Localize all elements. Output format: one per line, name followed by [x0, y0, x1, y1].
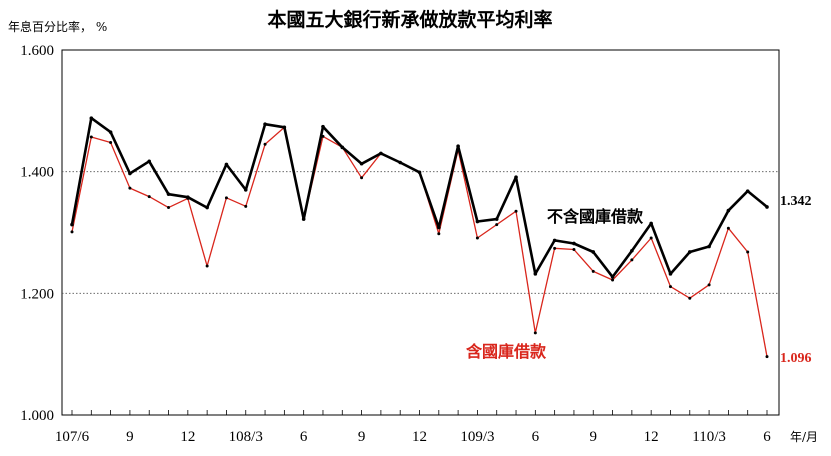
data-point-excluding-treasury: [649, 221, 653, 226]
data-point-excluding-treasury: [707, 244, 711, 249]
data-point-excluding-treasury: [70, 222, 74, 227]
x-tick-label: 9: [358, 429, 366, 445]
x-tick-label: 9: [126, 429, 134, 445]
data-point-including-treasury: [572, 248, 576, 252]
data-point-excluding-treasury: [687, 250, 692, 254]
data-point-including-treasury: [726, 226, 730, 230]
x-tick-label: 6: [300, 429, 308, 445]
y-tick-labels: 1.000 1.200 1.400 1.600: [20, 43, 54, 424]
x-tick-label: 110/3: [692, 429, 726, 445]
x-tick-label: 108/3: [229, 429, 263, 445]
data-point-including-treasury: [630, 258, 634, 262]
data-point-excluding-treasury: [668, 272, 673, 276]
x-axis-label: 年/月: [790, 430, 818, 444]
data-point-excluding-treasury: [89, 116, 94, 120]
x-tick-label: 107/6: [55, 429, 90, 445]
data-point-excluding-treasury: [745, 189, 750, 193]
data-point-including-treasury: [533, 331, 537, 335]
end-value-label-red: 1.096: [780, 351, 812, 366]
data-point-excluding-treasury: [437, 225, 441, 230]
y-tick-label: 1.400: [20, 165, 54, 181]
data-point-excluding-treasury: [321, 124, 325, 129]
data-point-including-treasury: [765, 355, 769, 359]
series-line-excluding-treasury: [70, 116, 768, 279]
data-point-excluding-treasury: [494, 217, 499, 221]
chart-title: 本國五大銀行新承做放款平均利率: [267, 8, 552, 31]
data-point-excluding-treasury: [379, 151, 383, 156]
series-line-including-treasury: [71, 126, 768, 357]
data-point-excluding-treasury: [128, 171, 132, 176]
data-point-including-treasury: [70, 230, 74, 234]
data-point-including-treasury: [167, 206, 171, 210]
data-point-excluding-treasury: [765, 205, 769, 209]
x-ticks: 107/6 9 12 108/3 6 9 12 109/3 6 9 12 110/3 6: [55, 410, 771, 445]
data-point-excluding-treasury: [456, 144, 460, 148]
data-point-including-treasury: [668, 285, 672, 289]
data-point-excluding-treasury: [108, 130, 113, 134]
x-tick-label: 109/3: [460, 429, 494, 445]
data-point-including-treasury: [475, 236, 479, 240]
data-point-excluding-treasury: [610, 275, 615, 279]
data-point-including-treasury: [224, 196, 228, 200]
data-point-excluding-treasury: [205, 205, 209, 210]
plot-frame: [61, 49, 780, 416]
data-point-including-treasury: [514, 209, 518, 213]
data-point-excluding-treasury: [243, 188, 248, 192]
y-tick-label: 1.000: [20, 408, 54, 424]
x-tick-label: 12: [180, 429, 195, 445]
data-point-including-treasury: [649, 236, 653, 240]
data-point-excluding-treasury: [166, 192, 171, 196]
data-point-including-treasury: [109, 140, 113, 144]
data-point-excluding-treasury: [340, 145, 345, 150]
data-point-excluding-treasury: [533, 272, 538, 276]
y-tick-label: 1.200: [20, 286, 54, 302]
x-tick-label: 12: [644, 429, 659, 445]
data-point-excluding-treasury: [359, 161, 364, 166]
data-point-excluding-treasury: [475, 219, 480, 224]
data-point-including-treasury: [147, 195, 151, 199]
data-point-excluding-treasury: [147, 159, 152, 164]
data-point-excluding-treasury: [263, 122, 267, 127]
data-point-including-treasury: [591, 269, 595, 273]
data-point-including-treasury: [128, 186, 132, 190]
series-lines: [70, 116, 769, 359]
data-point-including-treasury: [746, 250, 750, 254]
x-tick-label: 12: [412, 429, 427, 445]
data-point-including-treasury: [495, 223, 499, 227]
data-point-including-treasury: [360, 176, 364, 180]
data-point-excluding-treasury: [398, 160, 402, 165]
data-point-excluding-treasury: [282, 125, 287, 130]
series-label-excluding-treasury: 不含國庫借款: [547, 207, 644, 226]
data-point-excluding-treasury: [514, 175, 518, 179]
data-point-including-treasury: [244, 204, 248, 208]
data-point-excluding-treasury: [417, 170, 422, 175]
x-tick-label: 6: [763, 429, 771, 445]
series-label-including-treasury: 含國庫借款: [466, 342, 547, 361]
data-point-including-treasury: [263, 142, 267, 146]
y-tick-label: 1.600: [20, 43, 54, 59]
data-point-including-treasury: [553, 246, 557, 250]
data-point-excluding-treasury: [224, 162, 229, 167]
data-point-excluding-treasury: [186, 195, 190, 200]
data-point-excluding-treasury: [726, 208, 731, 213]
y-axis-label: 年息百分比率， %: [8, 19, 107, 34]
x-tick-label: 6: [532, 429, 540, 445]
data-point-excluding-treasury: [591, 250, 596, 254]
data-point-including-treasury: [688, 296, 692, 300]
data-point-excluding-treasury: [301, 217, 306, 221]
data-point-including-treasury: [437, 232, 441, 236]
data-point-excluding-treasury: [552, 238, 557, 243]
data-point-excluding-treasury: [572, 241, 576, 246]
data-point-including-treasury: [89, 135, 93, 139]
data-point-including-treasury: [707, 283, 711, 287]
x-tick-label: 9: [590, 429, 598, 445]
data-point-including-treasury: [205, 264, 209, 268]
end-value-label-black: 1.342: [780, 194, 812, 209]
data-point-including-treasury: [611, 278, 615, 282]
data-point-excluding-treasury: [630, 248, 634, 253]
